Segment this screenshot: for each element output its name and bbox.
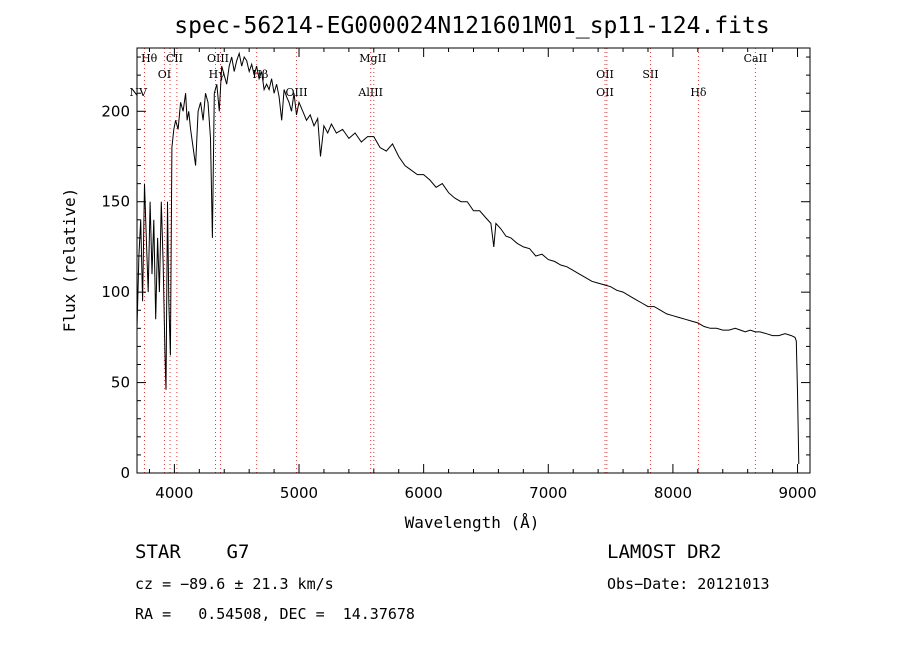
spectral-line-markers	[143, 48, 756, 473]
x-axis-label: Wavelength (Å)	[405, 513, 540, 532]
y-axis-label: Flux (relative)	[60, 188, 79, 333]
x-tick-label: 5000	[280, 484, 318, 502]
x-axis-ticks: 4000 5000 6000 7000 8000 9000	[148, 48, 817, 502]
y-tick-label: 50	[111, 374, 130, 392]
spectral-line-label: OII	[596, 68, 614, 81]
spectral-line-label: CaII	[744, 52, 768, 65]
spectrum-line	[136, 51, 800, 465]
x-tick-label: 8000	[654, 484, 692, 502]
spectral-line-label: NV	[129, 86, 148, 99]
x-tick-label: 7000	[529, 484, 567, 502]
chart-title: spec-56214-EG000024N121601M01_sp11-124.f…	[174, 13, 769, 39]
survey-name: LAMOST DR2	[607, 541, 722, 563]
spectral-line-label: OIII	[207, 52, 229, 65]
spectral-line-label: MgII	[359, 52, 386, 65]
x-tick-label: 6000	[405, 484, 443, 502]
y-tick-label: 0	[120, 464, 130, 482]
spectral-line-label: OI	[158, 68, 171, 81]
spectral-line-label: OIII	[285, 86, 307, 99]
object-class: STAR G7	[135, 541, 250, 563]
redshift-velocity: cz = −89.6 ± 21.3 km/s	[135, 575, 334, 593]
plot-frame	[136, 47, 811, 474]
spectral-line-label: Hγ	[209, 68, 226, 81]
spectral-line-label: SII	[642, 68, 658, 81]
x-tick-label: 4000	[155, 484, 193, 502]
spectral-line-label: Hθ	[141, 52, 158, 65]
y-tick-label: 100	[101, 283, 130, 301]
coordinates: RA = 0.54508, DEC = 14.37678	[135, 605, 415, 623]
spectral-line-labels: Hθ NV OI CII OIII Hγ Hβ OIII MgII AlIII OII OII SII H…	[129, 52, 767, 99]
y-tick-label: 150	[101, 193, 130, 211]
spectrum-series	[136, 51, 800, 465]
x-tick-label: 9000	[778, 484, 816, 502]
y-axis-ticks: 0 50 100 150 200	[101, 56, 810, 482]
spectral-line-label: OII	[596, 86, 614, 99]
spectral-line-label: AlIII	[357, 86, 383, 99]
spectral-line-label: Hβ	[252, 68, 268, 81]
observation-date: Obs−Date: 20121013	[607, 575, 770, 593]
spectral-line-label: CII	[166, 52, 183, 65]
spectral-line-label: Hδ	[690, 86, 707, 99]
y-tick-label: 200	[101, 102, 130, 120]
